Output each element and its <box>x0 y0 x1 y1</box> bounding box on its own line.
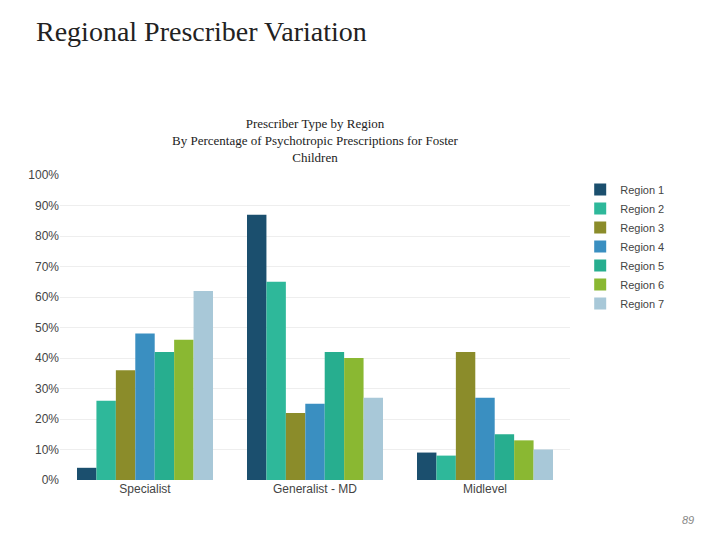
svg-text:Regional Prescriber Variation: Regional Prescriber Variation <box>36 16 367 47</box>
svg-text:40%: 40% <box>35 351 59 365</box>
svg-text:Generalist - MD: Generalist - MD <box>273 482 357 496</box>
svg-text:70%: 70% <box>35 260 59 274</box>
svg-text:30%: 30% <box>35 382 59 396</box>
svg-text:Region 4: Region 4 <box>620 241 664 253</box>
svg-text:60%: 60% <box>35 290 59 304</box>
svg-text:Region 1: Region 1 <box>620 184 664 196</box>
svg-text:89: 89 <box>682 514 694 526</box>
svg-text:Region 6: Region 6 <box>620 279 664 291</box>
svg-text:Prescriber Type by RegionBy Pe: Prescriber Type by RegionBy Percentage o… <box>172 116 459 165</box>
svg-text:10%: 10% <box>35 443 59 457</box>
svg-text:Region 7: Region 7 <box>620 298 664 310</box>
svg-text:80%: 80% <box>35 229 59 243</box>
svg-text:50%: 50% <box>35 321 59 335</box>
svg-text:Midlevel: Midlevel <box>463 482 507 496</box>
svg-text:Region 2: Region 2 <box>620 203 664 215</box>
svg-text:100%: 100% <box>28 168 59 182</box>
svg-text:0%: 0% <box>42 473 60 487</box>
svg-text:20%: 20% <box>35 412 59 426</box>
svg-text:90%: 90% <box>35 199 59 213</box>
svg-text:Specialist: Specialist <box>119 482 171 496</box>
svg-text:Region 5: Region 5 <box>620 260 664 272</box>
svg-text:Region 3: Region 3 <box>620 222 664 234</box>
